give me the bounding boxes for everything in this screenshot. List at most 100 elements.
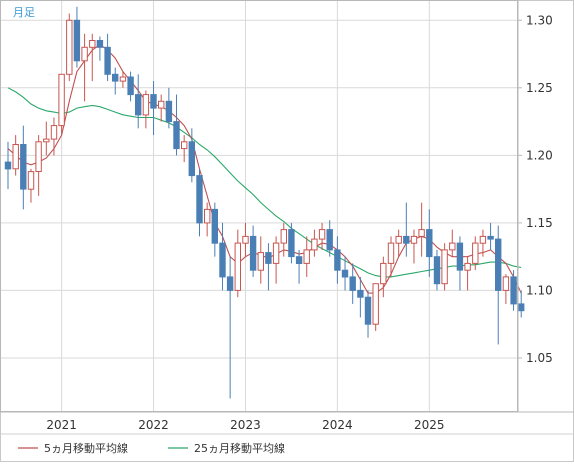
- y-tick-label: 1.30: [526, 13, 553, 27]
- candle: [433, 249, 441, 291]
- candle-body-down: [518, 303, 525, 312]
- candle-body-up: [81, 46, 88, 62]
- candle-body-down: [326, 229, 333, 251]
- candle-body-down: [433, 256, 441, 285]
- candle: [81, 33, 88, 102]
- period-label: 月足: [13, 6, 35, 19]
- candle-body-down: [4, 161, 12, 170]
- candle: [441, 243, 448, 291]
- candle-body-up: [311, 238, 318, 251]
- candle: [150, 81, 157, 136]
- candle-body-down: [188, 141, 196, 177]
- ma5-line: [7, 43, 522, 294]
- y-tick-label: 1.15: [526, 216, 553, 230]
- candle: [326, 220, 333, 257]
- candle-body-down: [211, 208, 219, 244]
- candle: [265, 243, 272, 291]
- candle: [96, 36, 104, 61]
- candle-body-up: [181, 141, 188, 150]
- candle-body-up: [441, 249, 448, 285]
- x-tick-label: 2024: [322, 418, 353, 432]
- candle-body-down: [334, 249, 341, 271]
- candle: [211, 202, 219, 257]
- y-tick-label: 1.10: [526, 283, 553, 297]
- candle-body-down: [226, 276, 234, 291]
- grid-lines: [0, 0, 518, 412]
- candle: [257, 236, 265, 284]
- candle-body-down: [96, 40, 104, 48]
- candle-body-up: [142, 94, 150, 116]
- candle: [127, 71, 134, 102]
- candle: [449, 229, 456, 257]
- candle-body-up: [35, 141, 42, 173]
- candle: [219, 222, 226, 291]
- candle-body-down: [150, 94, 157, 109]
- candle-body-up: [380, 262, 387, 285]
- candle-body-down: [349, 276, 356, 291]
- candle: [395, 229, 402, 257]
- candle-body-down: [341, 269, 349, 278]
- candle: [43, 121, 50, 156]
- candle-body-down: [173, 121, 180, 150]
- candle: [479, 229, 487, 257]
- candle: [165, 87, 173, 129]
- candle-body-up: [472, 242, 479, 264]
- candle-body-up: [234, 242, 242, 291]
- candle-body-down: [196, 175, 203, 224]
- candle-body-down: [165, 100, 173, 123]
- y-tick-label: 1.05: [526, 351, 553, 365]
- candle-body-down: [127, 76, 134, 96]
- candle: [372, 283, 379, 331]
- candle: [66, 13, 73, 82]
- candle-body-down: [495, 238, 502, 291]
- candle: [418, 202, 425, 257]
- candle: [318, 222, 326, 250]
- candle-body-down: [249, 235, 257, 271]
- candle-body-down: [456, 242, 464, 271]
- candle-body-down: [426, 229, 433, 258]
- candle-body-up: [242, 235, 249, 244]
- candle: [303, 236, 310, 277]
- candle-body-up: [318, 229, 326, 240]
- candle: [58, 73, 65, 136]
- ma5-path: [7, 43, 522, 294]
- candle: [173, 94, 180, 156]
- candle: [234, 229, 242, 298]
- x-tick-label: 2025: [414, 418, 445, 432]
- candle-body-up: [303, 249, 310, 264]
- candle-body-down: [357, 289, 364, 298]
- candle: [464, 256, 471, 291]
- candle-body-down: [73, 19, 81, 62]
- legend-ma25-label: 25ヵ月移動平均線: [194, 441, 285, 455]
- candle-body-up: [89, 40, 96, 48]
- candle: [158, 94, 165, 122]
- candle: [311, 229, 318, 257]
- candle-body-up: [449, 242, 456, 251]
- candle-body-down: [219, 242, 226, 278]
- candle-body-up: [43, 138, 50, 143]
- candle-body-up: [280, 229, 288, 244]
- candle: [204, 202, 211, 237]
- candle: [35, 135, 42, 196]
- candle: [502, 274, 510, 304]
- candle-body-down: [295, 256, 303, 265]
- candle: [334, 236, 341, 284]
- candle: [89, 33, 96, 82]
- candle: [295, 249, 303, 284]
- x-tick-label: 2021: [46, 418, 77, 432]
- legend-ma5-label: 5ヵ月移動平均線: [44, 441, 128, 455]
- candle: [12, 135, 19, 176]
- candle: [272, 236, 280, 284]
- candle: [288, 222, 295, 264]
- candle: [104, 33, 111, 82]
- candle-body-up: [27, 171, 35, 190]
- x-axis-ticks: 2021 2022 2023 2024 2025: [46, 418, 444, 432]
- x-tick-label: 2022: [138, 418, 169, 432]
- candle-body-down: [20, 144, 27, 190]
- candle: [472, 236, 479, 271]
- candle: [181, 135, 188, 163]
- candle: [410, 229, 418, 264]
- candle-body-down: [288, 229, 295, 258]
